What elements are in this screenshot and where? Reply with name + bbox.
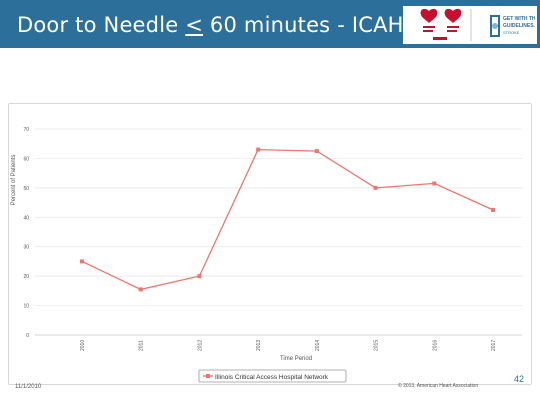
y-axis-label: Percent of Patients [11,155,17,206]
data-point[interactable] [138,287,143,292]
data-point[interactable] [373,185,378,190]
x-tick-label: 2016 [432,340,438,351]
header-bar: Door to Needle < 60 minutes - ICAHN GET … [0,0,540,48]
y-tick-label: 40 [23,215,29,221]
chart-frame [8,103,532,385]
x-tick-label: 2013 [256,340,262,351]
slide-number: 42 [514,374,525,384]
legend[interactable]: Illinois Critical Access Hospital Networ… [198,369,347,383]
x-tick-label: 2011 [139,340,145,351]
x-tick-label: 2015 [374,340,380,351]
less-than-or-equal-symbol: < [185,13,204,37]
data-point[interactable] [197,274,202,279]
y-tick-label: 50 [23,186,29,192]
gwtg-logo-icon: GET WITH THE GUIDELINES. STROKE [490,15,535,37]
x-tick-label: 2017 [491,340,497,351]
x-tick-label: 2012 [197,340,203,351]
x-axis-label: Time Period [280,356,312,362]
footer-copyright: © 2013, American Heart Association [398,383,479,389]
x-tick-label: 2014 [315,340,321,351]
data-point[interactable] [432,181,437,186]
y-tick-label: 30 [23,245,29,251]
svg-text:GET WITH THE: GET WITH THE [503,16,535,22]
y-axis-ticks: 0 10 20 30 40 50 60 70 [23,127,29,339]
legend-label: Illinois Critical Access Hospital Networ… [215,374,329,381]
page-title: Door to Needle < 60 minutes - ICAHN [17,13,420,37]
svg-text:GUIDELINES.: GUIDELINES. [503,23,535,29]
data-point[interactable] [491,207,495,212]
footer-date: 11/1/2010 [15,384,42,390]
y-tick-label: 10 [23,304,29,310]
series-line [81,148,494,291]
logo-box: GET WITH THE GUIDELINES. STROKE [403,6,537,44]
aha-logo-icon [420,8,472,41]
data-point[interactable] [256,147,261,152]
y-tick-label: 70 [23,127,29,133]
x-axis-ticks: 2010 2011 2012 2013 2014 2015 2016 2017 [80,340,497,351]
data-point[interactable] [80,259,84,264]
y-tick-label: 0 [26,333,29,339]
svg-text:STROKE: STROKE [503,30,520,35]
x-tick-label: 2010 [80,340,86,351]
gridlines [35,128,522,336]
series-points [80,147,495,292]
y-tick-label: 20 [23,274,29,280]
y-tick-label: 60 [23,156,29,162]
data-point[interactable] [314,149,319,154]
